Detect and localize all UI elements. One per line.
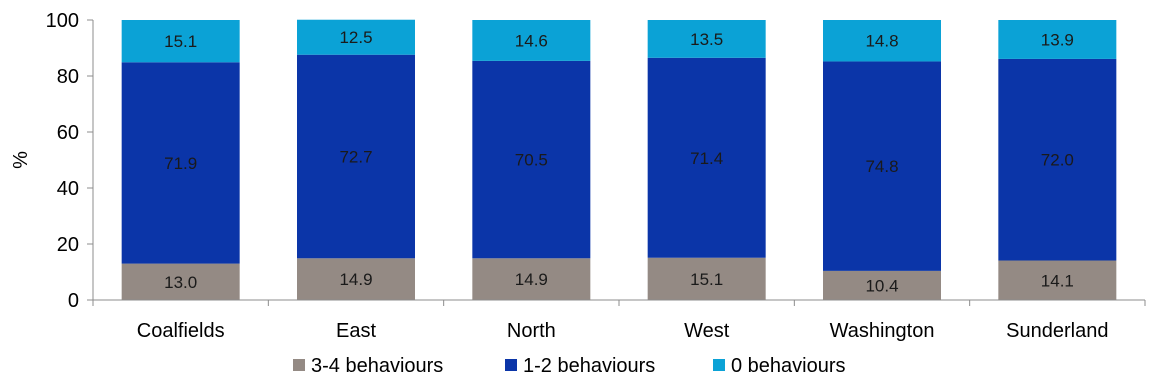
bar-segment xyxy=(297,258,415,300)
data-label: 12.5 xyxy=(339,28,372,47)
bar-segment xyxy=(297,54,415,259)
y-tick-label: 20 xyxy=(57,234,79,256)
data-label: 72.7 xyxy=(339,148,372,167)
data-label: 14.1 xyxy=(1041,271,1074,290)
x-axis: Coalfields East North West Washington Sunderl… xyxy=(92,299,1146,342)
y-tick-label: 0 xyxy=(68,290,79,312)
legend-swatch xyxy=(293,359,305,371)
x-tick-label: Sunderland xyxy=(1006,320,1108,342)
legend: 3-4 behaviours 1-2 behaviours 0 behaviours xyxy=(293,355,846,377)
bar-segment xyxy=(998,58,1117,261)
bar-segment xyxy=(121,20,240,63)
y-axis: 0 20 40 60 80 100 xyxy=(46,10,94,312)
x-tick-label: North xyxy=(507,320,556,342)
bar-segment xyxy=(472,60,591,259)
data-label: 14.8 xyxy=(865,32,898,51)
data-label: 14.9 xyxy=(339,270,372,289)
data-label: 13.0 xyxy=(164,273,197,292)
bar-segment xyxy=(297,19,415,55)
data-label: 15.1 xyxy=(164,32,197,51)
bar-segment xyxy=(121,62,240,264)
legend-swatch xyxy=(505,359,517,371)
data-label: 14.6 xyxy=(515,31,548,50)
y-tick-label: 60 xyxy=(57,122,79,144)
data-label: 13.5 xyxy=(690,30,723,49)
bar-segment xyxy=(823,270,941,300)
legend-item: 1-2 behaviours xyxy=(505,355,655,377)
data-label: 70.5 xyxy=(515,151,548,170)
data-label: 15.1 xyxy=(690,270,723,289)
legend-swatch xyxy=(713,359,725,371)
bar-segment xyxy=(647,20,766,58)
y-tick-label: 100 xyxy=(46,10,79,32)
legend-item: 3-4 behaviours xyxy=(293,355,443,377)
legend-label: 1-2 behaviours xyxy=(523,355,655,377)
bar-segment xyxy=(472,20,591,61)
data-label: 71.4 xyxy=(690,149,723,168)
bar-segment xyxy=(121,263,240,300)
bar-segment xyxy=(998,260,1117,300)
legend-label: 3-4 behaviours xyxy=(311,355,443,377)
data-label: 74.8 xyxy=(865,157,898,176)
x-tick-label: Coalfields xyxy=(137,320,225,342)
bar-segment xyxy=(823,20,941,62)
y-axis-title: % xyxy=(10,151,32,169)
bar-segment xyxy=(647,57,766,258)
data-label: 13.9 xyxy=(1041,30,1074,49)
legend-label: 0 behaviours xyxy=(731,355,846,377)
y-tick-label: 80 xyxy=(57,66,79,88)
bars: 13.0 71.9 15.1 14.9 72.7 12.5 14.9 70.5 14.6 15.1… xyxy=(121,19,1117,300)
y-tick-label: 40 xyxy=(57,178,79,200)
x-tick-label: Washington xyxy=(830,320,935,342)
data-label: 71.9 xyxy=(164,154,197,173)
x-tick-label: West xyxy=(684,320,730,342)
legend-item: 0 behaviours xyxy=(713,355,846,377)
bar-segment xyxy=(472,258,591,300)
bar-segment xyxy=(998,20,1117,59)
data-label: 10.4 xyxy=(865,276,898,295)
data-label: 14.9 xyxy=(515,270,548,289)
bar-segment xyxy=(647,257,766,300)
bar-segment xyxy=(823,61,941,271)
data-label: 72.0 xyxy=(1041,151,1074,170)
x-tick-label: East xyxy=(336,320,376,342)
